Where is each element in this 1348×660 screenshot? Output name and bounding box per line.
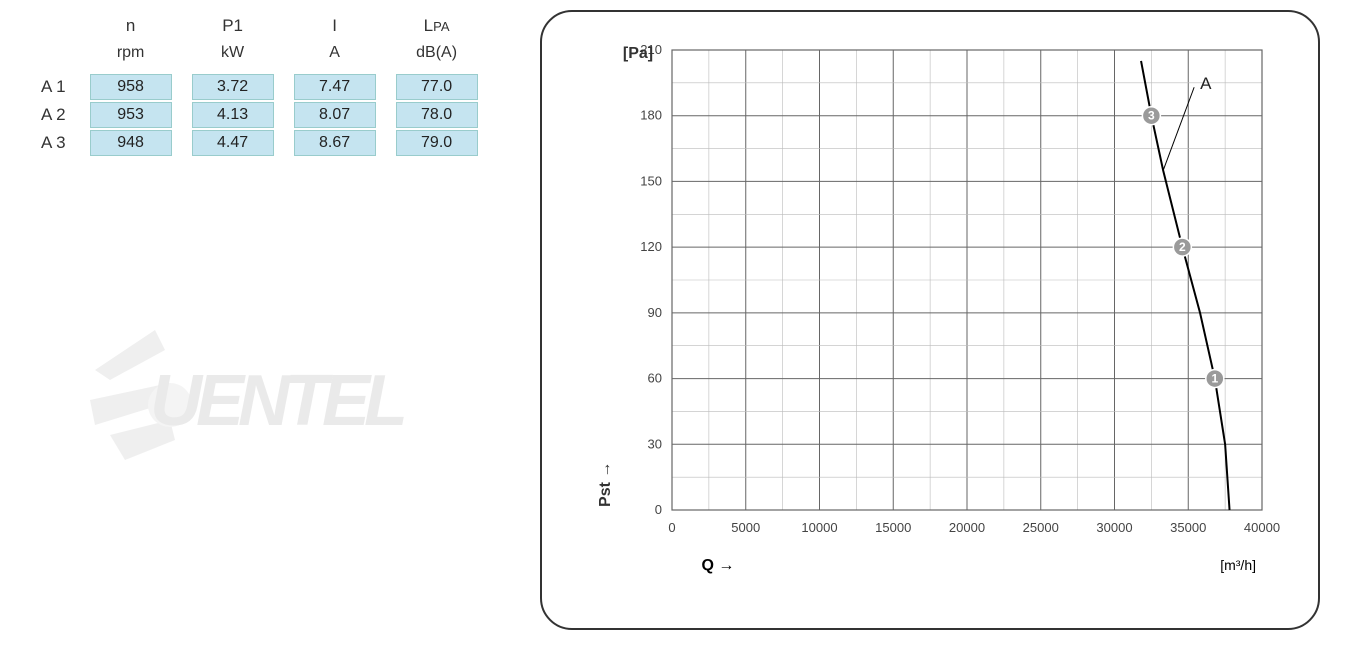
spec-table: n P1 I LPA rpm kW A dB(A) A 1 958 3.72 7.47… (20, 10, 498, 158)
cell-n: 953 (90, 102, 172, 128)
col-i: I (294, 12, 376, 40)
svg-text:3: 3 (1148, 109, 1155, 123)
cell-n: 948 (90, 130, 172, 156)
performance-chart: 0306090120150180210050001000015000200002… (582, 40, 1282, 600)
unit-row: rpm kW A dB(A) (40, 42, 478, 72)
cell-p1: 4.13 (192, 102, 274, 128)
svg-text:30000: 30000 (1096, 520, 1132, 535)
table-row: A 2 953 4.13 8.07 78.0 (40, 102, 478, 128)
chart-card: 0306090120150180210050001000015000200002… (540, 10, 1320, 630)
svg-text:A: A (1200, 74, 1212, 93)
svg-text:10000: 10000 (801, 520, 837, 535)
svg-text:20000: 20000 (949, 520, 985, 535)
row-label: A 2 (40, 102, 70, 128)
col-p1: P1 (192, 12, 274, 40)
svg-text:90: 90 (648, 305, 662, 320)
unit-i: A (294, 42, 376, 72)
watermark-text-main: UENT (150, 361, 322, 441)
svg-text:2: 2 (1179, 240, 1186, 254)
svg-text:[Pa]: [Pa] (623, 45, 653, 62)
svg-text:Q →: Q → (702, 557, 735, 574)
col-lpa: LPA (396, 12, 478, 40)
cell-lpa: 79.0 (396, 130, 478, 156)
svg-text:15000: 15000 (875, 520, 911, 535)
svg-text:0: 0 (655, 502, 662, 517)
row-label: A 3 (40, 130, 70, 156)
svg-text:180: 180 (640, 108, 662, 123)
svg-text:0: 0 (668, 520, 675, 535)
cell-i: 8.67 (294, 130, 376, 156)
cell-n: 958 (90, 74, 172, 100)
svg-text:35000: 35000 (1170, 520, 1206, 535)
svg-text:60: 60 (648, 371, 662, 386)
watermark-text-accent: EL (322, 361, 402, 441)
unit-n: rpm (90, 42, 172, 72)
header-row: n P1 I LPA (40, 12, 478, 40)
table-row: A 3 948 4.47 8.67 79.0 (40, 130, 478, 156)
svg-text:30: 30 (648, 436, 662, 451)
svg-text:5000: 5000 (731, 520, 760, 535)
table-row: A 1 958 3.72 7.47 77.0 (40, 74, 478, 100)
svg-text:1: 1 (1211, 372, 1218, 386)
svg-text:[m³/h]: [m³/h] (1220, 557, 1256, 573)
cell-i: 7.47 (294, 74, 376, 100)
cell-p1: 4.47 (192, 130, 274, 156)
data-table-panel: n P1 I LPA rpm kW A dB(A) A 1 958 3.72 7.47… (20, 10, 500, 650)
row-label: A 1 (40, 74, 70, 100)
cell-lpa: 78.0 (396, 102, 478, 128)
cell-lpa: 77.0 (396, 74, 478, 100)
cell-i: 8.07 (294, 102, 376, 128)
svg-text:120: 120 (640, 239, 662, 254)
col-n: n (90, 12, 172, 40)
svg-text:Pst →: Pst → (597, 462, 614, 507)
svg-text:150: 150 (640, 173, 662, 188)
unit-p1: kW (192, 42, 274, 72)
unit-lpa: dB(A) (396, 42, 478, 72)
svg-text:25000: 25000 (1023, 520, 1059, 535)
watermark-logo: UENTEL (80, 280, 440, 485)
cell-p1: 3.72 (192, 74, 274, 100)
svg-text:40000: 40000 (1244, 520, 1280, 535)
